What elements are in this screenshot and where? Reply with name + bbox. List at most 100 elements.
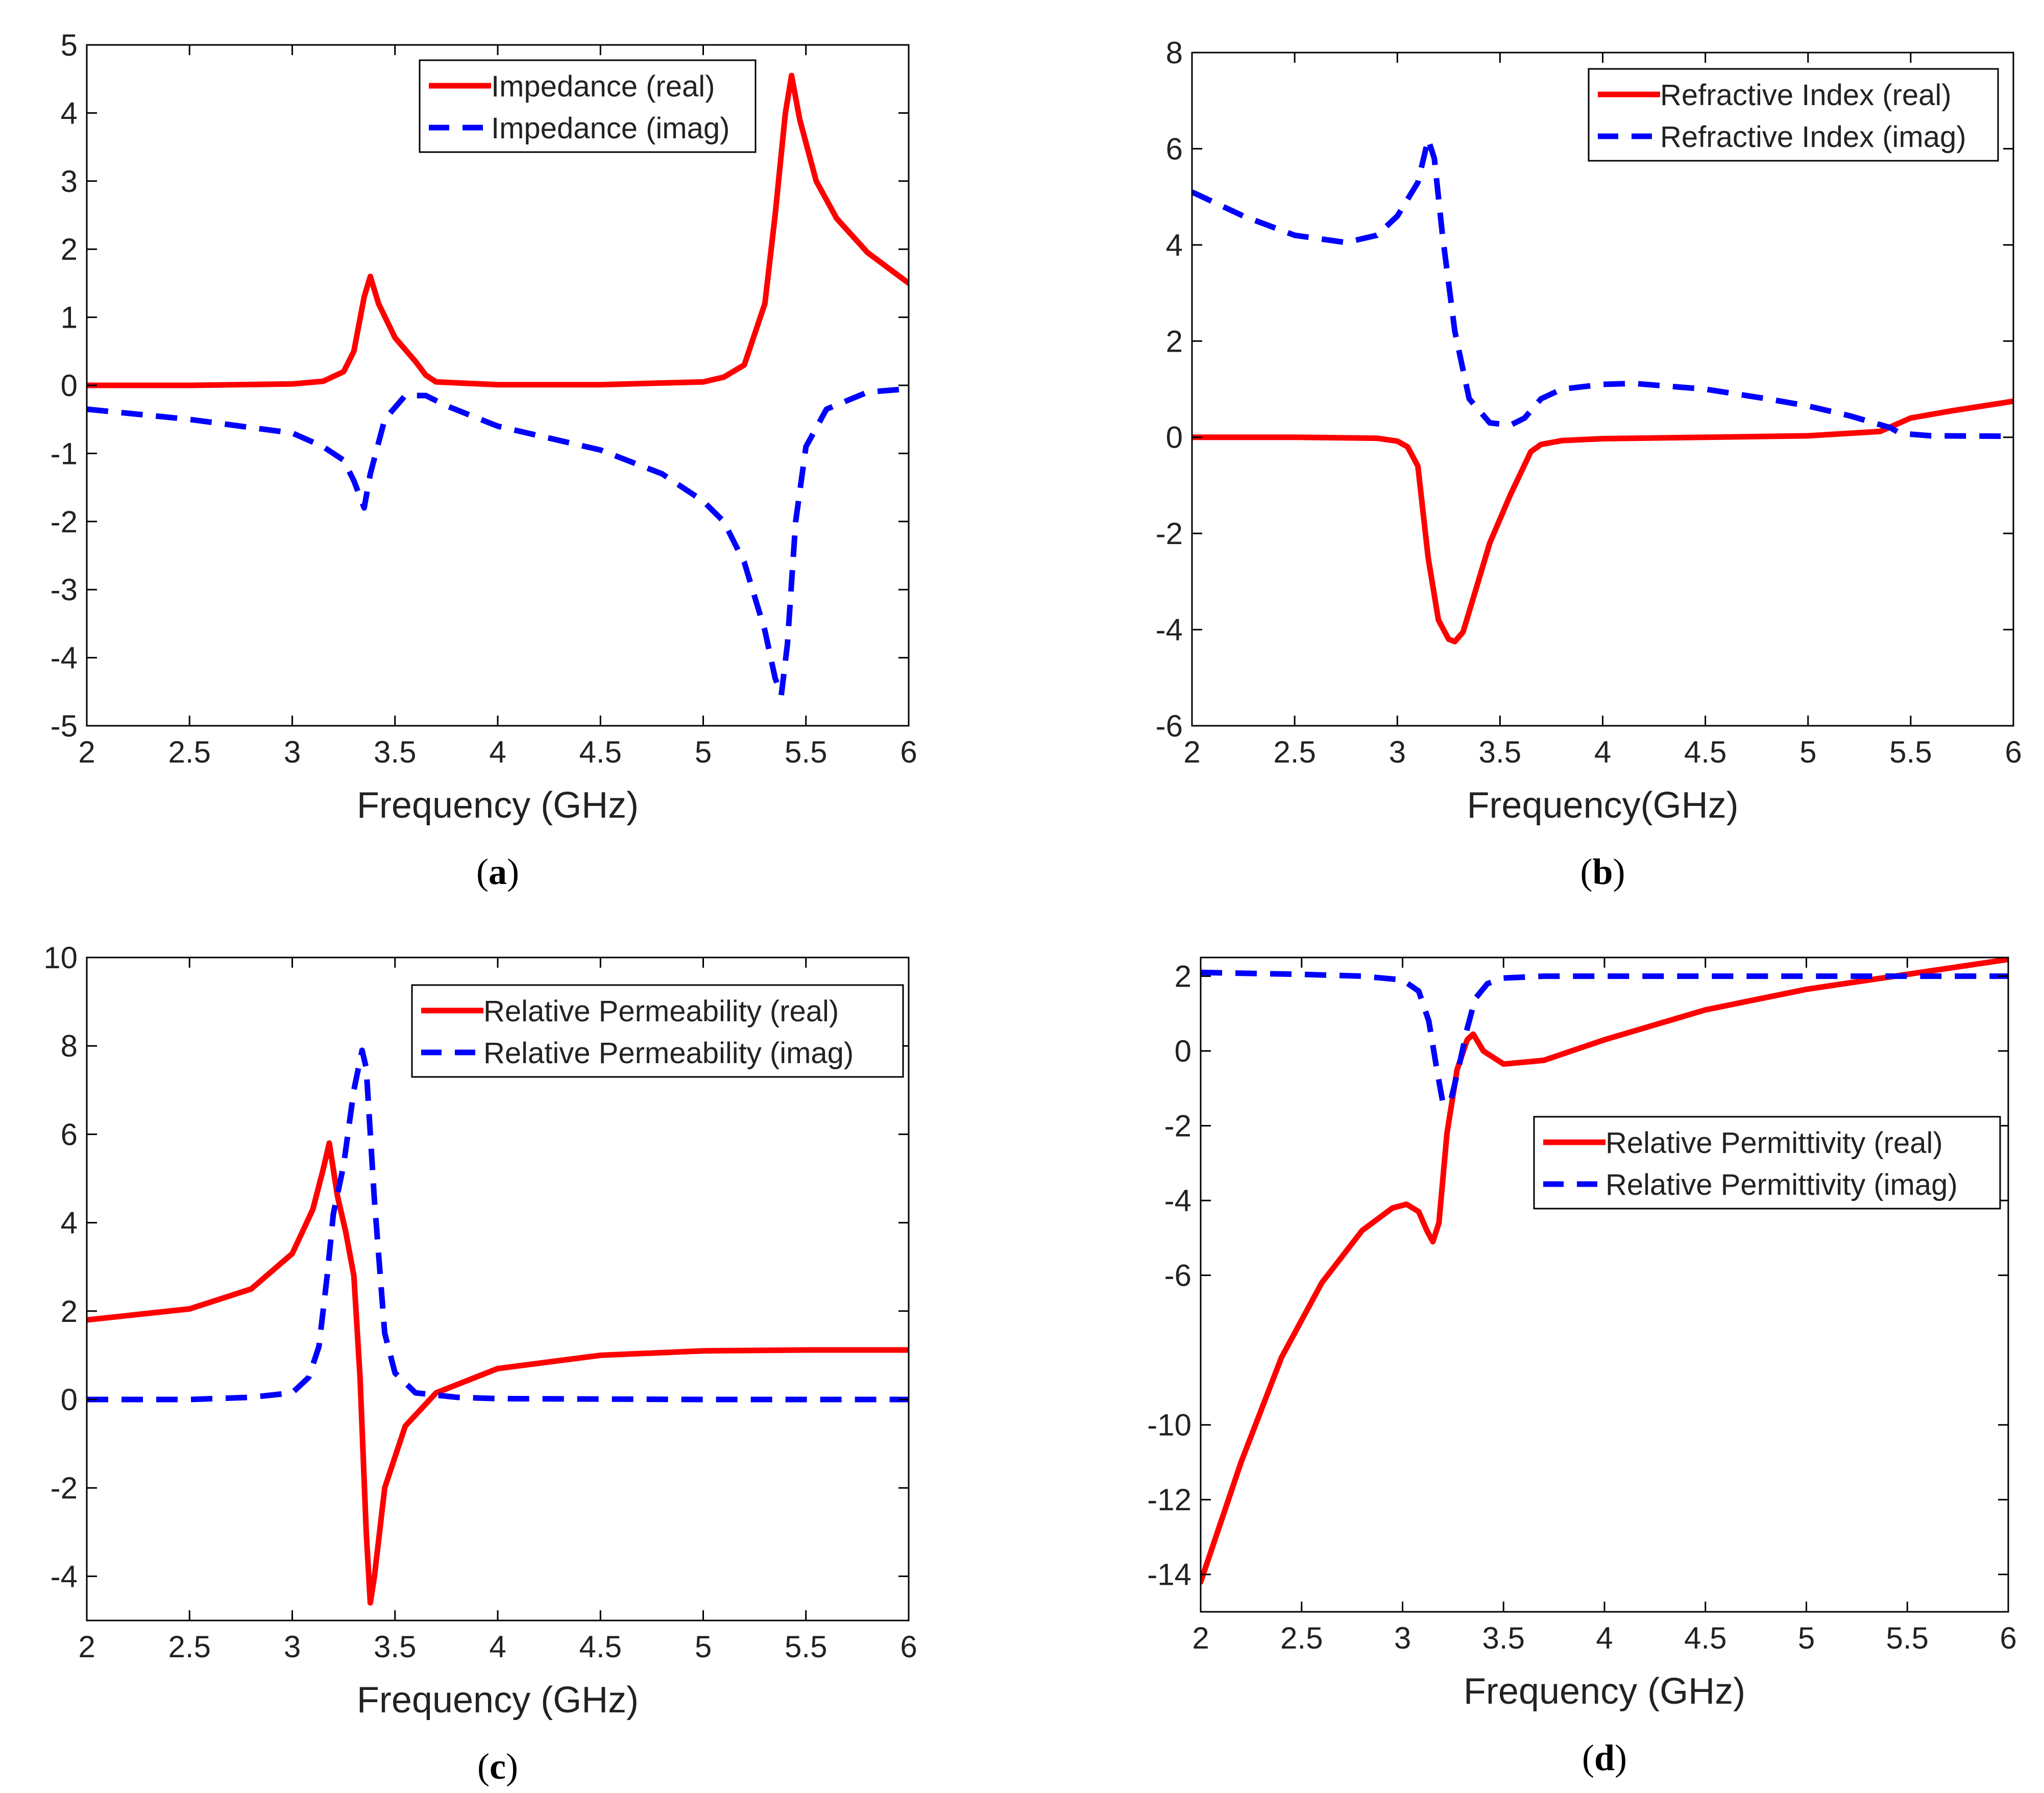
y-tick-label: 2 <box>61 232 78 266</box>
y-tick-label: 4 <box>61 96 78 130</box>
x-tick-label: 5 <box>695 1630 712 1664</box>
x-tick-label: 5 <box>1798 1621 1815 1655</box>
y-tick-label: -2 <box>1156 517 1183 551</box>
series-line-real <box>1192 398 2013 645</box>
series-line-imag <box>1201 969 2008 1107</box>
x-tick-label: 2 <box>78 735 95 769</box>
legend-label: Relative Permeability (real) <box>483 995 839 1028</box>
y-tick-label: 2 <box>1175 960 1191 994</box>
x-axis-label: Frequency (GHz) <box>357 785 639 826</box>
series-line-real <box>1201 957 2008 1585</box>
series-line-real <box>87 72 909 388</box>
x-tick-label: 6 <box>2000 1621 2016 1655</box>
series-line-imag <box>87 1047 909 1403</box>
x-tick-label: 2 <box>78 1630 95 1664</box>
y-tick-label: -6 <box>1164 1259 1191 1293</box>
y-tick-label: -14 <box>1147 1558 1191 1592</box>
legend-box <box>411 984 904 1078</box>
y-tick-label: 4 <box>61 1206 78 1240</box>
legend-box <box>419 59 757 153</box>
x-tick-label: 4 <box>1594 735 1611 769</box>
legend: Refractive Index (real) Refractive Index … <box>1588 68 1999 162</box>
x-tick-label: 5 <box>1799 735 1816 769</box>
x-tick-label: 4.5 <box>579 735 622 769</box>
y-tick-label: 1 <box>61 301 78 335</box>
x-tick-label: 2.5 <box>168 1630 211 1664</box>
x-tick-label: 2 <box>1183 735 1200 769</box>
legend: Relative Permittivity (real) Relative Per… <box>1533 1116 2001 1210</box>
subfigure-caption: (b) <box>1580 851 1625 892</box>
x-tick-label: 4.5 <box>579 1630 622 1664</box>
x-tick-label: 6 <box>900 735 917 769</box>
y-tick-label: -4 <box>1164 1184 1191 1218</box>
y-tick-label: 8 <box>61 1029 78 1063</box>
y-tick-label: -4 <box>51 641 78 675</box>
y-tick-label: 6 <box>1166 132 1183 166</box>
legend-label: Refractive Index (imag) <box>1660 120 1966 154</box>
x-tick-label: 4.5 <box>1684 735 1726 769</box>
y-tick-label: 0 <box>61 1383 78 1417</box>
legend-label: Relative Permittivity (real) <box>1605 1126 1943 1160</box>
x-tick-label: 3.5 <box>374 735 416 769</box>
x-axis-label: Frequency (GHz) <box>1464 1671 1745 1712</box>
x-tick-label: 2 <box>1192 1621 1209 1655</box>
y-tick-label: -4 <box>1156 613 1183 647</box>
chart-d: 2 2.5 3 3.5 4 4.5 5 5.5 6 -14 -12 -10 -6 -4 -2 0 2 Freque… <box>1147 956 2017 1778</box>
y-tick-label: -5 <box>51 709 78 743</box>
y-tick-label: 0 <box>1166 421 1183 455</box>
y-tick-label: 2 <box>1166 324 1183 358</box>
series-line-imag <box>87 386 909 698</box>
y-tick-label: -3 <box>51 573 78 607</box>
y-tick-label: 5 <box>61 28 78 62</box>
x-tick-label: 5.5 <box>785 1630 827 1664</box>
x-tick-label: 4 <box>489 735 506 769</box>
x-tick-label: 6 <box>900 1630 917 1664</box>
legend-label: Refractive Index (real) <box>1660 79 1952 112</box>
y-tick-label: -2 <box>51 505 78 539</box>
y-tick-label: -1 <box>51 436 78 471</box>
legend: Relative Permeability (real) Relative Per… <box>411 984 904 1078</box>
y-tick-label: -4 <box>51 1559 78 1593</box>
y-tick-label: 2 <box>61 1294 78 1329</box>
y-tick-label: -2 <box>51 1471 78 1505</box>
x-tick-label: 5.5 <box>785 735 827 769</box>
y-tick-label: -10 <box>1147 1408 1191 1442</box>
y-tick-label: 3 <box>61 164 78 199</box>
x-tick-label: 3 <box>284 1630 301 1664</box>
x-tick-label: 3 <box>1394 1621 1411 1655</box>
x-tick-label: 3.5 <box>1479 735 1521 769</box>
x-tick-label: 5.5 <box>1889 735 1932 769</box>
legend-box <box>1588 68 1999 162</box>
series-line-imag <box>1192 136 2013 439</box>
chart-c: 2 2.5 3 3.5 4 4.5 5 5.5 6 -4 -2 0 2 4 6 8 10 Frequency (G… <box>43 941 917 1787</box>
subfigure-caption: (d) <box>1582 1737 1627 1778</box>
legend-box <box>1533 1116 2001 1210</box>
x-tick-label: 4.5 <box>1684 1621 1726 1655</box>
subfigure-caption: (a) <box>476 851 519 892</box>
legend-label: Impedance (real) <box>491 70 715 103</box>
chart-a: 2 2.5 3 3.5 4 4.5 5 5.5 6 -5 -4 -3 -2 -1 0 1 2 3 4 5 Frequen… <box>51 28 917 892</box>
series-line-real <box>87 1140 909 1606</box>
legend-label: Relative Permittivity (imag) <box>1605 1168 1958 1201</box>
legend-label: Impedance (imag) <box>491 112 729 145</box>
x-tick-label: 5 <box>695 735 712 769</box>
x-tick-label: 5.5 <box>1886 1621 1929 1655</box>
subfigure-caption: (c) <box>477 1746 518 1787</box>
x-tick-label: 6 <box>2005 735 2022 769</box>
x-tick-label: 4 <box>1596 1621 1613 1655</box>
x-tick-label: 2.5 <box>1280 1621 1323 1655</box>
x-tick-label: 2.5 <box>168 735 211 769</box>
y-tick-label: -12 <box>1147 1483 1191 1517</box>
x-axis-label: Frequency(GHz) <box>1467 785 1738 826</box>
y-tick-label: 4 <box>1166 228 1183 262</box>
x-tick-label: 3.5 <box>374 1630 416 1664</box>
y-tick-label: -6 <box>1156 709 1183 743</box>
y-tick-label: 10 <box>43 941 78 975</box>
x-tick-label: 4 <box>489 1630 506 1664</box>
y-tick-label: 8 <box>1166 36 1183 70</box>
y-tick-label: 0 <box>61 369 78 403</box>
legend: Impedance (real) Impedance (imag) <box>419 59 757 153</box>
x-tick-label: 3 <box>284 735 301 769</box>
x-tick-label: 3.5 <box>1482 1621 1525 1655</box>
x-axis-label: Frequency (GHz) <box>357 1680 639 1721</box>
